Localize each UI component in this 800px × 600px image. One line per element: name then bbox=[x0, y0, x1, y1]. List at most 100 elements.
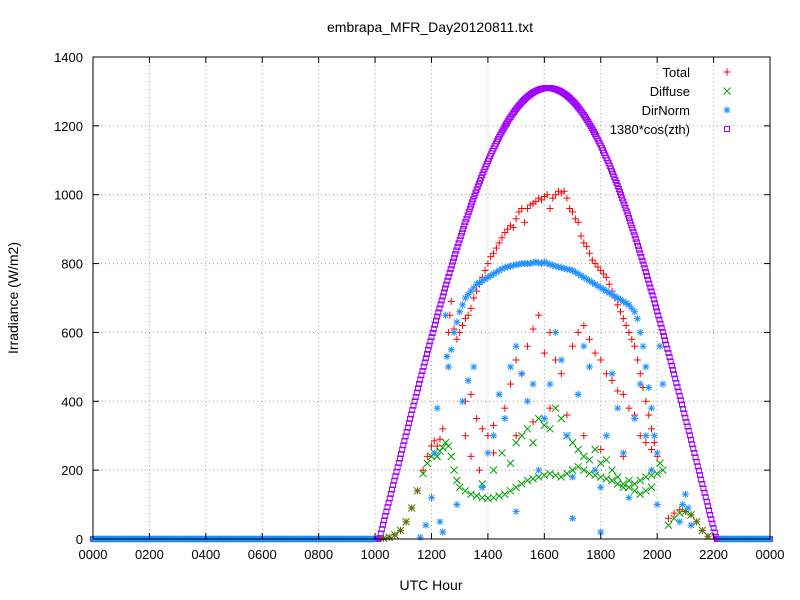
curve-point bbox=[689, 441, 696, 448]
curve-point bbox=[463, 215, 470, 222]
curve-point bbox=[700, 485, 707, 492]
data-point bbox=[619, 390, 627, 398]
curve-point bbox=[671, 371, 678, 378]
curve-point bbox=[650, 296, 657, 303]
data-point bbox=[478, 425, 486, 433]
curve-point bbox=[457, 233, 464, 240]
curve-point bbox=[639, 257, 646, 264]
data-point bbox=[438, 443, 447, 452]
curve-point bbox=[694, 463, 701, 470]
data-point bbox=[574, 390, 582, 398]
data-point bbox=[546, 204, 554, 212]
curve-point bbox=[704, 503, 711, 510]
curve-point bbox=[390, 482, 397, 489]
data-point bbox=[512, 432, 520, 440]
data-point bbox=[653, 449, 661, 457]
legend-marker bbox=[723, 68, 731, 76]
curve-point bbox=[667, 358, 674, 365]
curve-point bbox=[709, 520, 716, 527]
data-point bbox=[642, 486, 650, 495]
data-point bbox=[687, 511, 695, 519]
data-point bbox=[656, 342, 664, 350]
data-point bbox=[619, 483, 628, 492]
curve-point bbox=[645, 276, 652, 283]
curve-point bbox=[699, 480, 706, 487]
curve-point bbox=[418, 372, 425, 379]
curve-point bbox=[416, 380, 423, 387]
data-point bbox=[385, 533, 394, 542]
data-point bbox=[591, 445, 599, 454]
y-tick-label: 600 bbox=[61, 325, 83, 340]
curve-point bbox=[411, 398, 418, 405]
data-point bbox=[608, 377, 616, 385]
data-point bbox=[447, 452, 456, 461]
curve-point bbox=[620, 198, 627, 205]
data-point bbox=[670, 509, 678, 517]
data-point bbox=[639, 342, 647, 350]
curve-point bbox=[693, 458, 700, 465]
curve-point bbox=[678, 401, 685, 408]
curve-point bbox=[379, 521, 386, 528]
data-point bbox=[619, 315, 627, 323]
data-point bbox=[597, 483, 605, 491]
data-point bbox=[490, 249, 498, 257]
curve-point bbox=[668, 362, 675, 369]
curve-point bbox=[472, 189, 479, 196]
curve-point bbox=[649, 292, 656, 299]
curve-point bbox=[438, 297, 445, 304]
data-point bbox=[546, 380, 554, 388]
data-point bbox=[501, 415, 509, 422]
data-point bbox=[546, 424, 554, 433]
data-point bbox=[422, 521, 430, 529]
curve-point bbox=[646, 280, 653, 287]
curve-point bbox=[657, 320, 664, 327]
curve-point bbox=[426, 342, 433, 349]
curve-point bbox=[422, 355, 429, 362]
curve-point bbox=[684, 423, 691, 430]
curve-point bbox=[707, 511, 714, 518]
data-point bbox=[684, 504, 692, 512]
data-point bbox=[501, 404, 509, 412]
data-point bbox=[506, 459, 515, 468]
data-point bbox=[625, 494, 633, 502]
data-point bbox=[647, 483, 656, 492]
data-point bbox=[650, 439, 658, 447]
curve-point bbox=[640, 261, 647, 268]
curve-point bbox=[618, 192, 625, 199]
curve-point bbox=[399, 446, 406, 453]
curve-point bbox=[449, 258, 456, 265]
curve-point bbox=[453, 247, 460, 254]
data-point bbox=[633, 356, 641, 364]
data-point bbox=[509, 223, 517, 231]
data-point bbox=[642, 363, 650, 371]
curve-point bbox=[421, 359, 428, 366]
curve-point bbox=[630, 228, 637, 235]
curve-point bbox=[625, 214, 632, 221]
data-point bbox=[636, 370, 644, 378]
data-point bbox=[585, 363, 593, 371]
data-point bbox=[569, 342, 577, 350]
curve-point bbox=[466, 205, 473, 212]
data-point bbox=[631, 308, 639, 316]
curve-point bbox=[641, 265, 648, 272]
data-point bbox=[407, 504, 416, 512]
data-point bbox=[419, 469, 427, 478]
data-point bbox=[470, 284, 478, 292]
data-point bbox=[568, 438, 577, 447]
data-point bbox=[625, 404, 633, 412]
curve-point bbox=[462, 219, 469, 226]
data-point bbox=[613, 480, 622, 488]
data-point bbox=[614, 404, 622, 412]
data-point bbox=[523, 476, 532, 485]
data-point bbox=[608, 466, 616, 474]
curve-point bbox=[703, 498, 710, 505]
data-point bbox=[636, 380, 644, 388]
curve-point bbox=[448, 262, 455, 269]
curve-point bbox=[389, 486, 396, 493]
curve-point bbox=[467, 202, 474, 209]
curve-point bbox=[638, 253, 645, 260]
data-point bbox=[577, 232, 585, 240]
curve-point bbox=[439, 293, 446, 300]
curve-point bbox=[695, 467, 702, 474]
x-axis-label: UTC Hour bbox=[399, 577, 462, 593]
